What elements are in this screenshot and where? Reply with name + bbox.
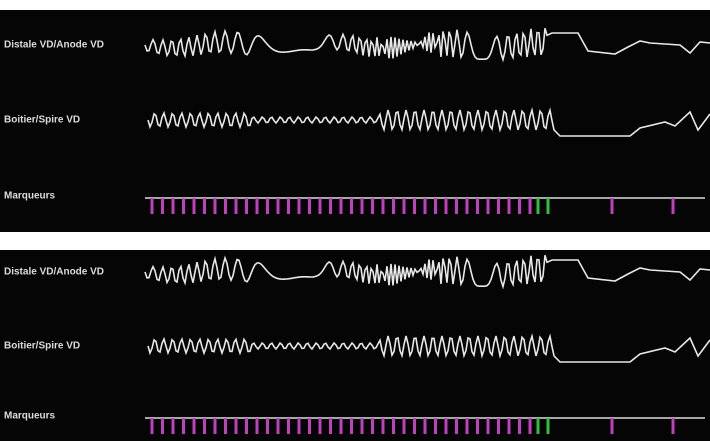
channel-label: Boitier/Spire VD (4, 341, 80, 352)
channel-label: Distale VD/Anode VD (4, 40, 104, 51)
channel-label: Marqueurs (4, 411, 56, 422)
channel-label: Boitier/Spire VD (4, 115, 80, 126)
screenshot: Distale VD/Anode VD Boitier/Spire VD Marqu… (0, 0, 710, 441)
channel-label: Distale VD/Anode VD (4, 267, 104, 278)
channel-label: Marqueurs (4, 191, 56, 202)
